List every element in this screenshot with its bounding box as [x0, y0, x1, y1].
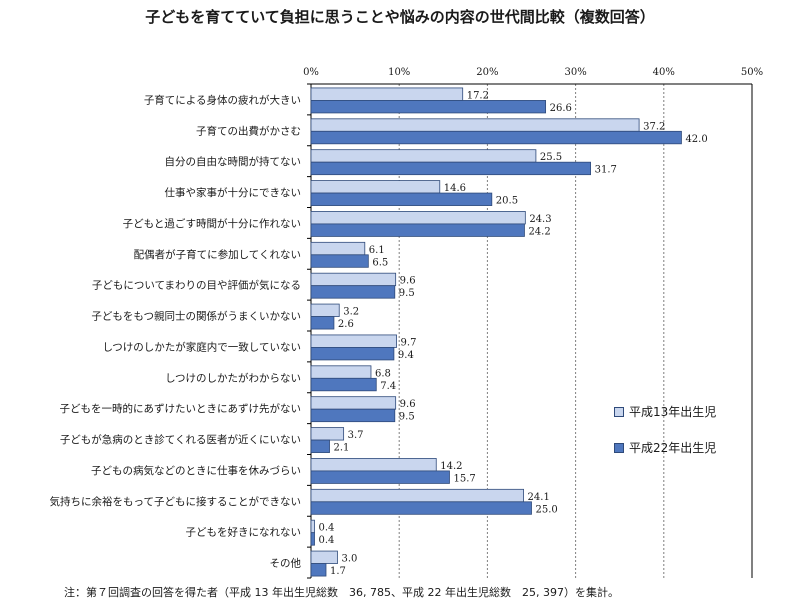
bar-h22	[311, 162, 591, 175]
legend-label-h13: 平成13年出生児	[629, 404, 716, 420]
data-label-h13: 37.2	[643, 121, 665, 132]
data-label-h22: 42.0	[685, 134, 707, 145]
data-label-h13: 24.3	[529, 214, 551, 225]
data-label-h13: 24.1	[528, 492, 550, 503]
bar-h13	[311, 458, 436, 471]
data-label-h22: 7.4	[380, 381, 396, 392]
bar-h22	[311, 533, 315, 546]
data-label-h22: 9.5	[399, 412, 415, 423]
data-label-h13: 6.1	[369, 245, 385, 256]
legend-swatch-h22	[614, 443, 624, 453]
data-label-h13: 9.7	[401, 337, 417, 348]
data-label-h22: 25.0	[536, 504, 558, 515]
bar-h13	[311, 366, 371, 379]
bar-h22	[311, 100, 546, 113]
legend-label-h22: 平成22年出生児	[629, 440, 716, 456]
x-tick-label: 30%	[564, 67, 586, 78]
x-tick-label: 20%	[476, 67, 498, 78]
category-label: しつけのしかたが家庭内で一致していない	[102, 340, 301, 353]
bar-h13	[311, 304, 339, 317]
bar-h22	[311, 255, 368, 268]
data-label-h22: 2.1	[334, 443, 350, 454]
data-label-h22: 24.2	[528, 226, 550, 237]
data-label-h22: 9.5	[399, 288, 415, 299]
bar-h13	[311, 397, 396, 410]
x-tick-label: 50%	[741, 67, 763, 78]
data-label-h22: 31.7	[595, 165, 617, 176]
bar-h22	[311, 409, 395, 422]
category-label: 子どもについてまわりの目や評価が気になる	[92, 279, 301, 292]
data-label-h13: 3.0	[341, 554, 357, 565]
data-label-h13: 6.8	[375, 368, 391, 379]
x-tick-label: 0%	[303, 67, 319, 78]
data-label-h13: 17.2	[467, 90, 489, 101]
category-label: 子どもの病気などのときに仕事を休みづらい	[91, 464, 301, 477]
x-tick-label: 40%	[653, 67, 675, 78]
bar-h13	[311, 520, 315, 533]
category-label: その他	[270, 557, 302, 570]
bar-h22	[311, 564, 326, 577]
data-label-h13: 0.4	[319, 523, 335, 534]
data-label-h22: 9.4	[398, 350, 414, 361]
data-label-h22: 6.5	[372, 257, 388, 268]
category-label: 子どもと過ごす時間が十分に作れない	[123, 217, 301, 230]
footnote: 注：第７回調査の回答を得た者（平成 13 年出生児総数 36, 785、平成 2…	[64, 584, 619, 600]
bar-h22	[311, 317, 334, 330]
bar-h13	[311, 119, 639, 132]
bar-h22	[311, 131, 681, 144]
category-label: 子どもを好きになれない	[186, 527, 302, 539]
bar-h22	[311, 471, 449, 484]
category-label: 気持ちに余裕をもって子どもに接することができない	[50, 495, 301, 508]
legend-item-h22: 平成22年出生児	[614, 440, 716, 456]
bar-h22	[311, 502, 532, 515]
bar-h13	[311, 273, 396, 286]
data-label-h22: 0.4	[319, 535, 335, 546]
data-label-h13: 25.5	[540, 152, 562, 163]
category-label: 子どもをもつ親同士の関係がうまくいかない	[91, 310, 301, 323]
data-label-h22: 15.7	[453, 473, 475, 484]
data-label-h13: 3.7	[348, 430, 364, 441]
data-label-h22: 1.7	[330, 566, 346, 577]
data-label-h13: 14.2	[440, 461, 462, 472]
bar-h22	[311, 378, 376, 391]
legend-swatch-h13	[614, 407, 624, 417]
category-label: 自分の自由な時間が持てない	[165, 155, 302, 168]
category-label: 子どもを一時的にあずけたいときにあずけ先がない	[60, 402, 302, 415]
data-label-h13: 9.6	[400, 276, 416, 287]
bar-h13	[311, 428, 344, 441]
x-tick-label: 10%	[388, 67, 410, 78]
bar-h22	[311, 347, 394, 360]
bar-h13	[311, 150, 536, 163]
bar-h22	[311, 440, 330, 453]
bar-h13	[311, 551, 337, 564]
category-label: 子育てによる身体の疲れが大きい	[144, 93, 301, 106]
data-label-h13: 3.2	[343, 307, 359, 318]
category-label: 仕事や家事が十分にできない	[165, 186, 302, 199]
chart-plot: 0% 10% 20% 30% 40% 50% 子育てによる身体の疲れが大きい 17.2 26.6…	[0, 0, 800, 610]
data-label-h22: 2.6	[338, 319, 354, 330]
data-label-h22: 26.6	[550, 103, 572, 114]
data-label-h13: 9.6	[400, 399, 416, 410]
bar-h22	[311, 286, 395, 299]
data-label-h13: 14.6	[444, 183, 466, 194]
category-label: 子育ての出費がかさむ	[196, 124, 301, 137]
bar-h13	[311, 489, 524, 502]
category-label: 配偶者が子育てに参加してくれない	[134, 248, 301, 261]
bar-h13	[311, 335, 397, 348]
bar-h13	[311, 211, 525, 224]
bar-h13	[311, 181, 440, 194]
category-label: しつけのしかたがわからない	[165, 371, 301, 384]
legend: 平成13年出生児 平成22年出生児	[614, 404, 716, 476]
bar-h13	[311, 88, 463, 101]
bar-h22	[311, 224, 524, 237]
legend-item-h13: 平成13年出生児	[614, 404, 716, 420]
bar-h22	[311, 193, 492, 206]
category-label: 子どもが急病のとき診てくれる医者が近くにいない	[60, 433, 301, 446]
data-label-h22: 20.5	[496, 196, 518, 207]
bar-h13	[311, 242, 365, 255]
